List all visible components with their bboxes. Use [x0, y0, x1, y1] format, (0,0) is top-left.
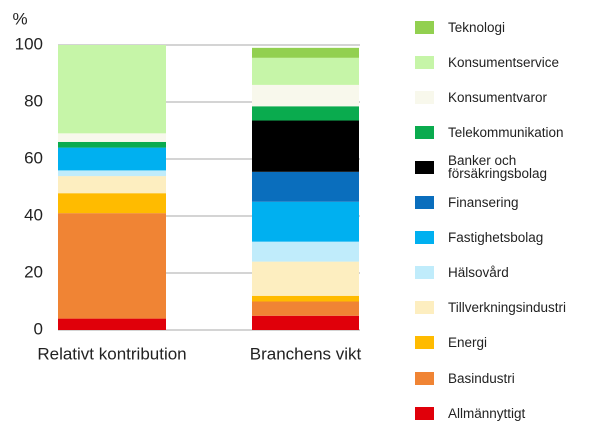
bar-segment — [58, 176, 166, 194]
legend-item: Allmännyttigt — [415, 400, 597, 421]
bar-segment — [58, 193, 166, 214]
bar-segment — [58, 133, 166, 142]
legend-label: Finansering — [448, 195, 519, 210]
legend-swatch — [415, 20, 434, 34]
bar-segment — [252, 106, 359, 121]
legend-label: Telekommunikation — [448, 124, 564, 140]
legend-label: Fastighetsbolag — [448, 230, 544, 246]
bar-segment — [252, 295, 359, 302]
bar-segment — [252, 241, 359, 262]
y-tick-label: 60 — [24, 148, 43, 167]
legend-swatch — [415, 406, 434, 420]
legend-item: Konsumentservice — [415, 49, 597, 75]
legend-item: Tillverkningsindustri — [415, 295, 597, 321]
legend-label: Konsumentservice — [448, 54, 560, 70]
bar-segment — [252, 261, 359, 296]
legend-label: Basindustri — [448, 370, 515, 386]
legend-item: Banker och försäkringsbolag — [415, 153, 597, 182]
legend-item: Basindustri — [415, 365, 597, 391]
legend-item: Teknologi — [415, 14, 597, 40]
legend-label: Tillverkningsindustri — [448, 300, 567, 316]
bar-segment — [252, 301, 359, 316]
x-tick-label: Relativt kontribution — [37, 344, 186, 363]
y-tick-label: 20 — [24, 262, 43, 281]
bar-segment — [58, 170, 166, 177]
legend-swatch — [415, 301, 434, 315]
legend-label: Teknologi — [448, 19, 506, 35]
y-tick-label: 40 — [24, 205, 43, 224]
y-tick-label: 80 — [24, 91, 43, 110]
legend-swatch — [415, 55, 434, 69]
y-tick-label: 0 — [34, 319, 43, 338]
bar-segment — [252, 120, 359, 172]
legend-swatch — [415, 266, 434, 280]
bar-segment — [58, 318, 166, 330]
legend-item: Finansering — [415, 190, 597, 216]
bar-segment — [252, 171, 359, 202]
legend-label: Banker och försäkringsbolag — [448, 153, 548, 182]
legend-label: Konsumentvaror — [448, 89, 548, 105]
legend-swatch — [415, 160, 434, 174]
legend-swatch — [415, 231, 434, 245]
y-axis-label: % — [12, 9, 27, 28]
legend-item: Hälsovård — [415, 260, 597, 286]
y-tick-label: 100 — [15, 34, 43, 53]
legend-label: Allmännyttigt — [448, 405, 526, 421]
legend-label: Energi — [448, 335, 488, 351]
x-tick-label: Branchens vikt — [250, 344, 362, 363]
bar-segment — [252, 84, 359, 107]
bar-segment — [58, 147, 166, 171]
legend-swatch — [415, 125, 434, 139]
legend-label: Hälsovård — [448, 265, 509, 281]
bar-segment — [252, 315, 359, 330]
bar-segment — [58, 45, 166, 134]
legend-item: Fastighetsbolag — [415, 225, 597, 251]
bar-segment — [58, 141, 166, 148]
bar-segment — [252, 57, 359, 85]
legend-item: Energi — [415, 330, 597, 356]
bar-segment — [58, 213, 166, 319]
bar-segment — [252, 47, 359, 58]
legend-swatch — [415, 371, 434, 385]
legend-swatch — [415, 336, 434, 350]
legend-swatch — [415, 196, 434, 209]
bar-segment — [252, 201, 359, 242]
legend-item: Konsumentvaror — [415, 84, 597, 110]
legend-item: Telekommunikation — [415, 119, 597, 145]
legend-swatch — [415, 90, 434, 104]
